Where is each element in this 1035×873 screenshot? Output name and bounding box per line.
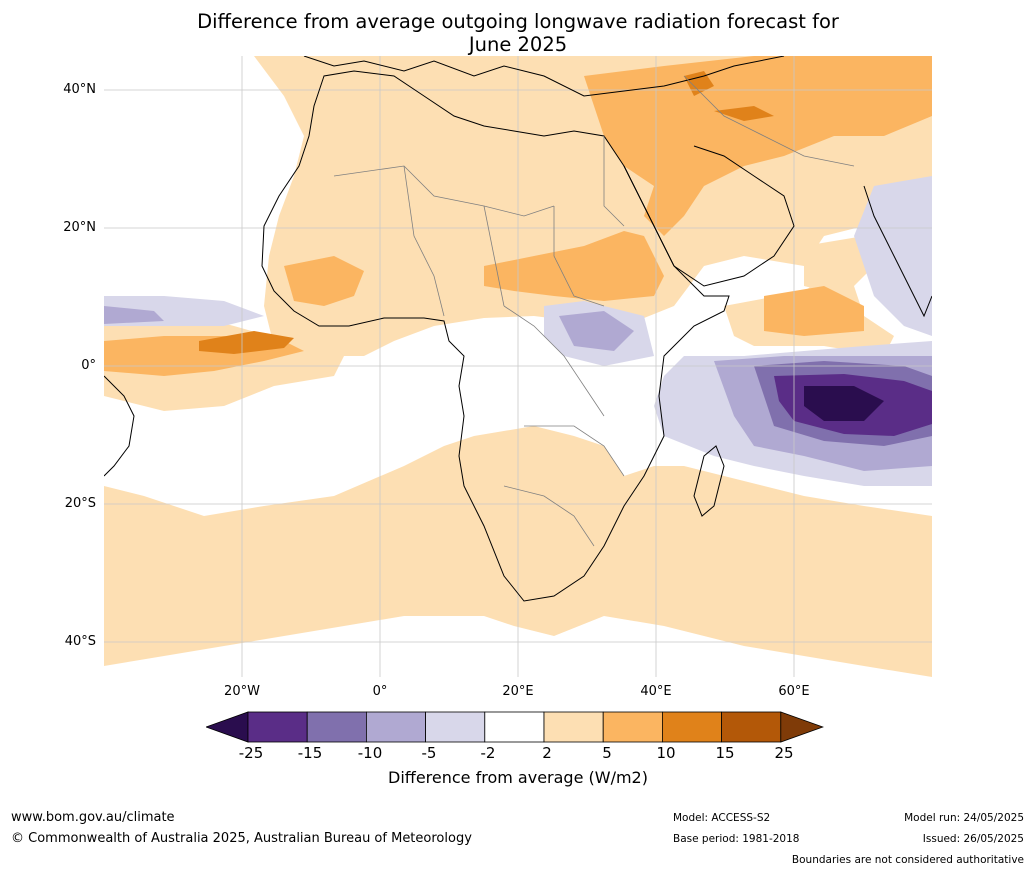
- map-title-line-1: Difference from average outgoing longwav…: [197, 10, 839, 33]
- positive-anomaly-medium-sahel: [484, 231, 664, 301]
- colorbar-tick-neg25: -25: [238, 744, 264, 762]
- colorbar-tick-15: 15: [715, 744, 735, 762]
- madagascar-coastline: [693, 445, 725, 517]
- footer-disclaimer: Boundaries are not considered authoritat…: [791, 854, 1024, 866]
- africa-coastline: [261, 70, 730, 602]
- colorbar-tick-neg2: -2: [480, 744, 496, 762]
- colorbar-segment: [602, 711, 663, 743]
- footer-model-run: Model run: 24/05/2025: [904, 812, 1024, 824]
- arabia-coastline: [623, 145, 795, 287]
- positive-anomaly-medium-west-africa: [284, 256, 364, 306]
- lon-label-40e: 40°E: [640, 684, 672, 699]
- positive-anomaly-dark-atlantic: [199, 331, 294, 354]
- colorbar-extend-low: [206, 711, 249, 743]
- colorbar-segment: [721, 711, 782, 743]
- colorbar-segment: [661, 711, 722, 743]
- map-canvas: [104, 56, 932, 677]
- gridlines: [104, 56, 932, 677]
- positive-anomaly-medium-arabian-sea: [764, 286, 864, 336]
- colorbar-segment: [247, 711, 308, 743]
- colorbar-tick-neg15: -15: [297, 744, 323, 762]
- map-title: Difference from average outgoing longwav…: [104, 10, 932, 56]
- map-title-line-2: June 2025: [468, 33, 568, 56]
- positive-anomaly-medium-mideast: [584, 56, 932, 236]
- country-borders: [333, 75, 855, 547]
- india-coastline: [863, 185, 932, 318]
- lon-label-0: 0°: [372, 684, 388, 699]
- coastlines: [104, 56, 932, 602]
- colorbar-segment: [484, 711, 545, 743]
- footer-model: Model: ACCESS-S2: [673, 812, 771, 824]
- negative-anomaly-mid-central-africa: [559, 311, 634, 351]
- lat-label-equator: 0°: [81, 358, 96, 373]
- footer-website: www.bom.gov.au/climate: [11, 810, 175, 825]
- colorbar-segment: [543, 711, 604, 743]
- colorbar-tick-neg5: -5: [421, 744, 437, 762]
- negative-anomaly-extreme-indian: [804, 386, 884, 421]
- south-america-coastline: [104, 375, 135, 477]
- colorbar-tick-5: 5: [602, 744, 612, 762]
- colorbar: [206, 711, 824, 743]
- lat-label-20s: 20°S: [64, 496, 96, 511]
- colorbar-tick-25: 25: [774, 744, 794, 762]
- lat-label-40s: 40°S: [64, 634, 96, 649]
- colorbar-extend-high: [780, 711, 824, 743]
- colorbar-segment: [306, 711, 367, 743]
- colorbar-tick-neg10: -10: [357, 744, 383, 762]
- colorbar-segments: [206, 711, 824, 743]
- lat-label-20n: 20°N: [63, 220, 96, 235]
- positive-anomaly-dark-mideast-2: [714, 106, 774, 121]
- colorbar-segment: [365, 711, 426, 743]
- lon-label-60e: 60°E: [778, 684, 810, 699]
- europe-coastline: [303, 56, 785, 97]
- colorbar-segment: [425, 711, 486, 743]
- footer-base-period: Base period: 1981-2018: [673, 833, 800, 845]
- lat-label-40n: 40°N: [63, 82, 96, 97]
- colorbar-tick-2: 2: [542, 744, 552, 762]
- footer-issued: Issued: 26/05/2025: [922, 833, 1024, 845]
- footer-copyright: © Commonwealth of Australia 2025, Austra…: [11, 831, 472, 846]
- colorbar-title: Difference from average (W/m2): [388, 768, 648, 787]
- colorbar-tick-10: 10: [656, 744, 676, 762]
- lon-label-20w: 20°W: [224, 684, 260, 699]
- negative-anomaly-mid-atlantic: [104, 306, 164, 324]
- olr-anomaly-map: [104, 56, 932, 677]
- lon-label-20e: 20°E: [502, 684, 534, 699]
